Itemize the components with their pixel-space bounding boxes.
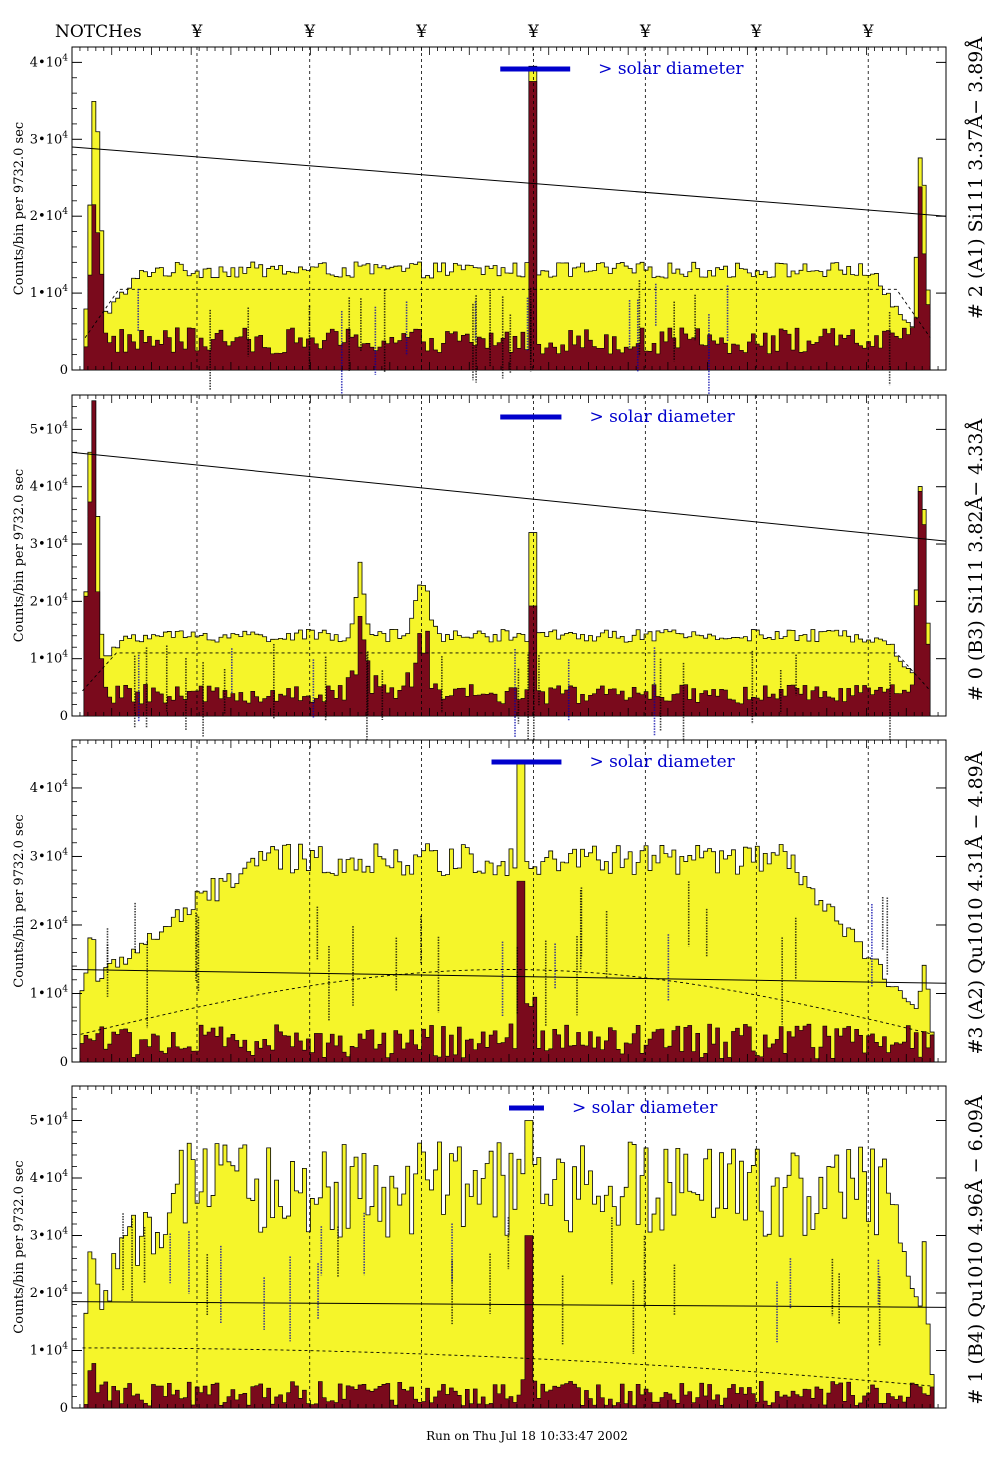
- y-axis-label: Counts/bin per 9732.0 sec: [12, 814, 27, 987]
- y-tick-label: 4•104: [30, 1169, 68, 1186]
- y-tick-label: 1•104: [30, 284, 68, 301]
- y-tick-label: 3•104: [30, 847, 68, 864]
- y-tick-label: 5•104: [30, 420, 68, 437]
- y-axis-label: Counts/bin per 9732.0 sec: [12, 469, 27, 642]
- y-tick-label: 0: [60, 363, 68, 378]
- dashed-profile: [82, 1347, 933, 1387]
- histogram-total: [72, 400, 946, 717]
- y-tick-label: 3•104: [30, 130, 68, 147]
- dashed-profile: [82, 652, 931, 692]
- trend-line: [71, 146, 947, 217]
- y-tick-label: 1•104: [30, 984, 68, 1001]
- y-tick-label: 2•104: [30, 207, 68, 224]
- y-tick-label: 1•104: [30, 1342, 68, 1359]
- notch-mark: ¥: [191, 22, 203, 42]
- trend-line: [71, 451, 947, 542]
- panel-label: #3 (A2) Qu1010 4.31Å − 4.89Å: [965, 751, 987, 1054]
- trend-line: [71, 1301, 947, 1308]
- notch-mark: ¥: [415, 22, 427, 42]
- panel-label: # 0 (B3) Si111 3.82Å− 4.33Å: [965, 419, 987, 702]
- y-tick-label: 0: [60, 709, 68, 724]
- y-tick-label: 0: [60, 1401, 68, 1416]
- y-tick-label: 4•104: [30, 53, 68, 70]
- y-tick-label: 5•104: [30, 1112, 68, 1129]
- run-info: Run on Thu Jul 18 10:33:47 2002: [426, 1429, 628, 1443]
- notch-mark: ¥: [862, 22, 874, 42]
- chart-panel-1: 0 1•104 2•104 3•104 4•104 5•104 Counts/bin per…: [12, 394, 987, 750]
- notch-mark: ¥: [639, 22, 651, 42]
- y-tick-label: 4•104: [30, 779, 68, 796]
- y-tick-label: 2•104: [30, 592, 68, 609]
- histogram-filtered: [72, 81, 946, 371]
- histogram-filtered: [72, 400, 946, 717]
- y-tick-label: 4•104: [30, 478, 68, 495]
- notch-mark: ¥: [750, 22, 762, 42]
- panel-label: # 2 (A1) Si111 3.37Å− 3.89Å: [965, 37, 987, 319]
- solar-diameter-label: > solar diameter: [598, 59, 744, 79]
- chart-panel-3: 0 1•104 2•104 3•104 4•104 5•104 Counts/bin per…: [12, 1085, 987, 1416]
- histogram-filtered: [72, 880, 946, 1063]
- y-tick-label: 2•104: [30, 1284, 68, 1301]
- dashed-profile: [80, 969, 934, 1035]
- chart-panel-2: 0 1•104 2•104 3•104 4•104 Counts/bin per 9732…: [12, 739, 987, 1070]
- histogram-total: [72, 760, 946, 1063]
- y-tick-label: 2•104: [30, 916, 68, 933]
- notch-mark: ¥: [527, 22, 539, 42]
- y-axis-label: Counts/bin per 9732.0 sec: [12, 1160, 27, 1333]
- notches-title: NOTCHes: [55, 22, 142, 42]
- y-tick-label: 1•104: [30, 650, 68, 667]
- chart-panel-0: 0 1•104 2•104 3•104 4•104 Counts/bin per 9732…: [12, 37, 987, 399]
- notch-mark: ¥: [303, 22, 315, 42]
- y-tick-label: 3•104: [30, 1227, 68, 1244]
- histogram-filtered: [72, 1235, 946, 1409]
- panel-label: # 1 (B4) Qu1010 4.96Å − 6.09Å: [965, 1095, 987, 1405]
- y-axis-label: Counts/bin per 9732.0 sec: [12, 122, 27, 295]
- notch-marks: ¥ ¥ ¥ ¥ ¥ ¥ ¥: [191, 22, 874, 42]
- y-tick-label: 0: [60, 1055, 68, 1070]
- trend-line: [71, 969, 947, 984]
- solar-diameter-label: > solar diameter: [589, 752, 735, 772]
- y-tick-label: 3•104: [30, 535, 68, 552]
- solar-diameter-label: > solar diameter: [572, 1098, 718, 1118]
- solar-diameter-label: > solar diameter: [589, 407, 735, 427]
